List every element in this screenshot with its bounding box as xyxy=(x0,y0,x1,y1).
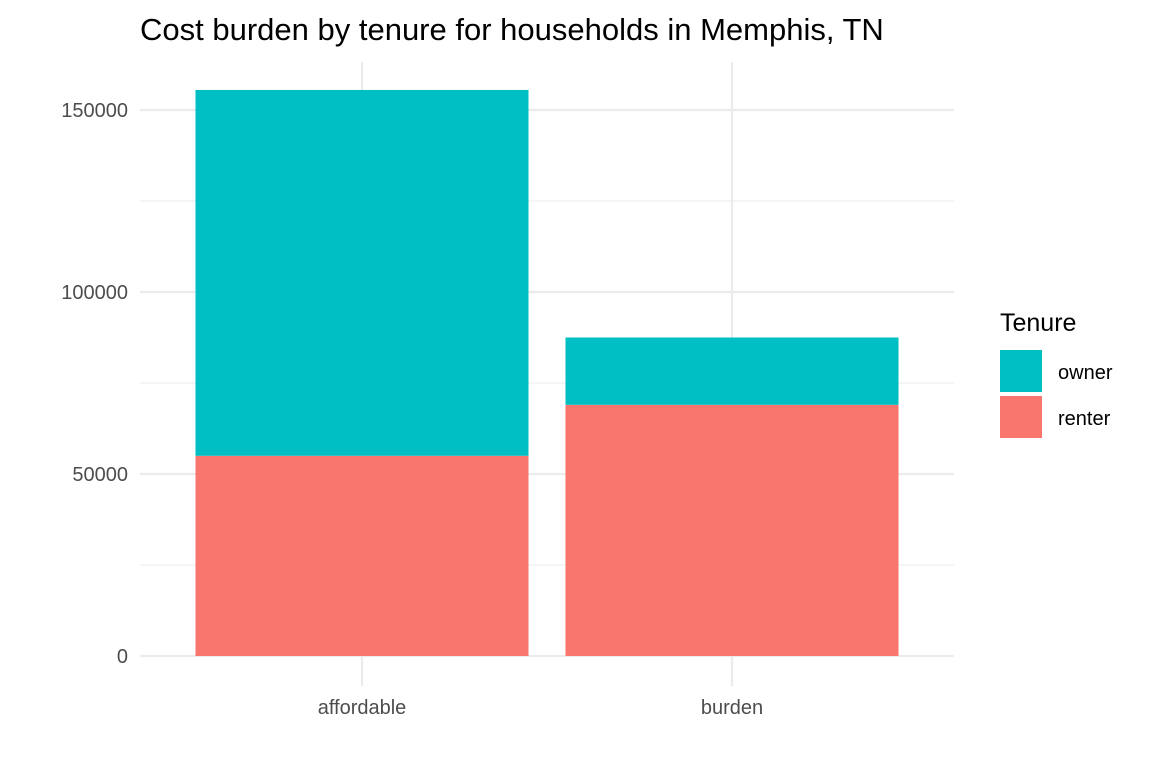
x-tick-label: affordable xyxy=(318,697,407,719)
legend-label-owner: owner xyxy=(1058,362,1113,384)
legend-title: Tenure xyxy=(1000,309,1076,337)
y-axis: 0 50000 100000 150000 xyxy=(61,100,128,668)
x-tick-label: burden xyxy=(701,697,763,719)
bar-owner-affordable xyxy=(195,89,529,456)
y-tick-label: 100000 xyxy=(61,282,128,304)
bar-renter-affordable xyxy=(195,455,529,656)
legend-label-renter: renter xyxy=(1058,408,1111,430)
y-tick-label: 0 xyxy=(117,646,128,668)
y-tick-label: 150000 xyxy=(61,100,128,122)
bar-owner-burden xyxy=(565,337,899,405)
bar-renter-burden xyxy=(565,404,899,656)
plot-bars xyxy=(195,89,899,656)
y-tick-label: 50000 xyxy=(72,464,128,486)
legend-key-owner xyxy=(1000,350,1042,392)
legend-key-renter xyxy=(1000,396,1042,438)
x-axis: affordable burden xyxy=(318,697,763,719)
legend: Tenure owner renter xyxy=(1000,309,1113,438)
chart-title: Cost burden by tenure for households in … xyxy=(140,12,884,47)
